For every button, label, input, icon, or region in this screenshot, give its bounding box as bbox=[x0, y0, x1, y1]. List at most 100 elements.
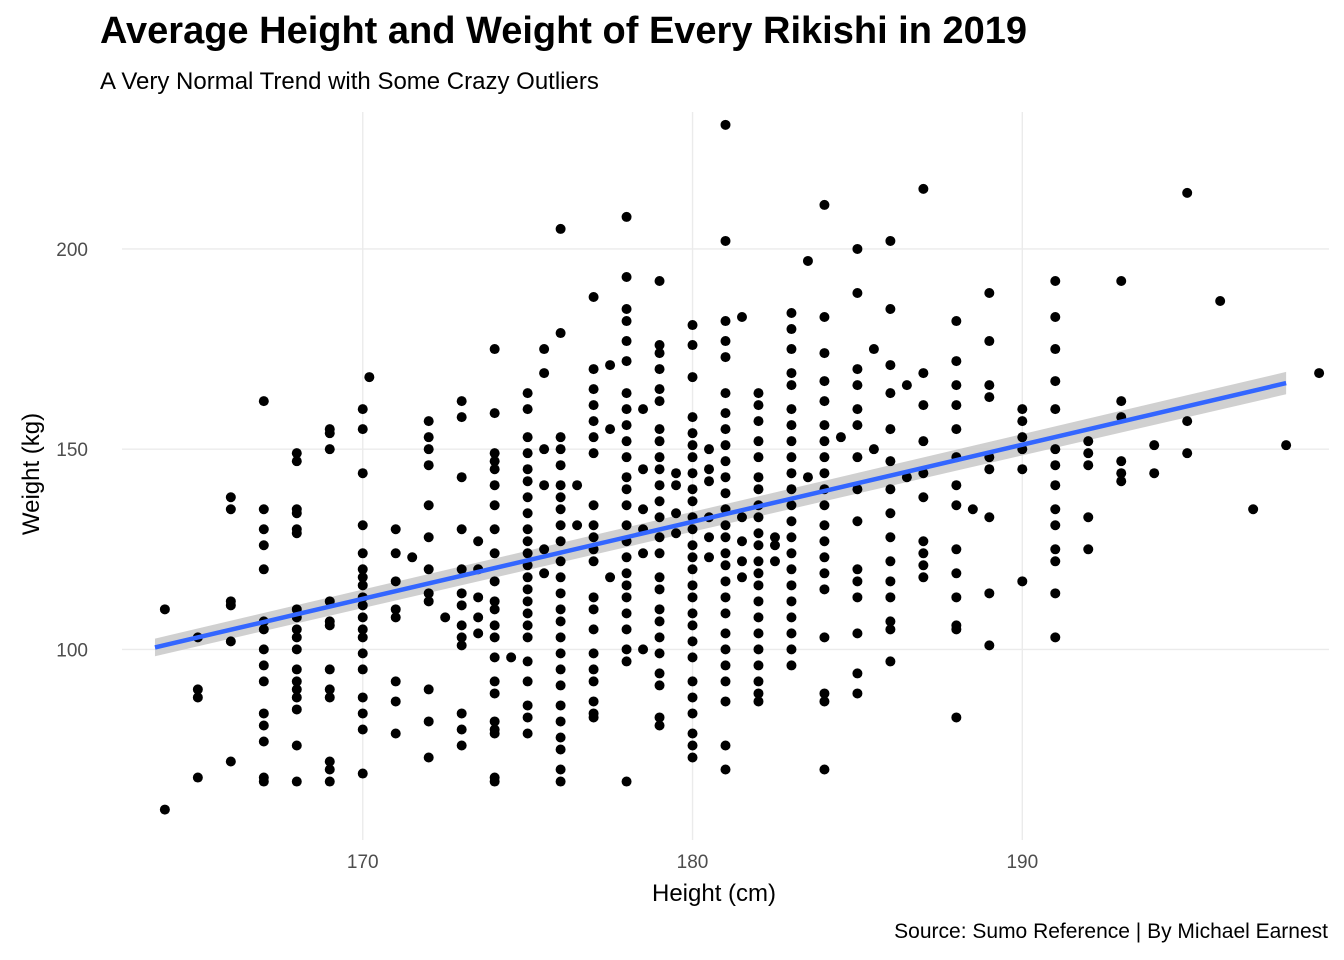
data-point bbox=[819, 536, 830, 547]
data-point bbox=[786, 404, 797, 415]
data-point bbox=[588, 664, 599, 675]
data-point bbox=[357, 708, 368, 719]
data-point bbox=[753, 696, 764, 707]
data-point bbox=[489, 604, 500, 615]
data-point bbox=[291, 776, 302, 787]
data-point bbox=[357, 692, 368, 703]
data-point bbox=[456, 708, 467, 719]
data-point bbox=[687, 428, 698, 439]
data-point bbox=[687, 592, 698, 603]
data-point bbox=[885, 532, 896, 543]
data-point bbox=[522, 536, 533, 547]
data-point bbox=[786, 500, 797, 511]
data-point bbox=[489, 448, 500, 459]
data-point bbox=[621, 336, 632, 347]
data-point bbox=[1050, 588, 1061, 599]
data-point bbox=[671, 508, 682, 519]
data-point bbox=[918, 368, 929, 379]
data-point bbox=[1050, 275, 1061, 286]
data-point bbox=[489, 676, 500, 687]
data-point bbox=[258, 524, 269, 535]
data-point bbox=[390, 612, 401, 623]
data-point bbox=[291, 684, 302, 695]
data-point bbox=[687, 752, 698, 763]
data-point bbox=[918, 548, 929, 559]
data-point bbox=[753, 628, 764, 639]
data-point bbox=[489, 688, 500, 699]
data-point bbox=[720, 408, 731, 419]
data-point bbox=[522, 700, 533, 711]
data-point bbox=[555, 700, 566, 711]
data-point bbox=[522, 548, 533, 559]
data-point bbox=[588, 520, 599, 531]
data-point bbox=[364, 372, 375, 383]
data-point bbox=[819, 632, 830, 643]
data-point bbox=[555, 572, 566, 583]
data-point bbox=[1050, 544, 1061, 555]
data-point bbox=[786, 368, 797, 379]
data-point bbox=[1083, 448, 1094, 459]
data-point bbox=[357, 600, 368, 611]
x-tick-label-190: 190 bbox=[1006, 852, 1038, 873]
data-point bbox=[555, 520, 566, 531]
data-point bbox=[522, 712, 533, 723]
data-point bbox=[621, 592, 632, 603]
data-point bbox=[258, 676, 269, 687]
data-point bbox=[885, 304, 896, 315]
data-point bbox=[704, 552, 715, 563]
data-point bbox=[555, 776, 566, 787]
data-point bbox=[852, 576, 863, 587]
data-point bbox=[671, 480, 682, 491]
data-point bbox=[555, 444, 566, 455]
data-point bbox=[687, 552, 698, 563]
trend-line-layer bbox=[154, 380, 1287, 650]
data-point bbox=[324, 444, 335, 455]
data-point bbox=[720, 472, 731, 483]
data-point bbox=[258, 396, 269, 407]
data-point bbox=[456, 724, 467, 735]
data-point bbox=[423, 588, 434, 599]
data-point bbox=[918, 436, 929, 447]
data-point bbox=[621, 271, 632, 282]
data-point bbox=[291, 456, 302, 467]
data-point bbox=[522, 572, 533, 583]
data-point bbox=[720, 520, 731, 531]
data-point bbox=[918, 536, 929, 547]
data-point bbox=[984, 287, 995, 298]
y-tick-label-150: 150 bbox=[56, 440, 88, 461]
data-point bbox=[258, 504, 269, 515]
data-point bbox=[621, 608, 632, 619]
data-point bbox=[1017, 416, 1028, 427]
data-point bbox=[522, 620, 533, 631]
data-point bbox=[753, 612, 764, 623]
data-point bbox=[687, 340, 698, 351]
data-point bbox=[819, 348, 830, 359]
data-point bbox=[736, 312, 747, 323]
data-point bbox=[819, 436, 830, 447]
data-point bbox=[852, 628, 863, 639]
data-point bbox=[621, 500, 632, 511]
data-point bbox=[654, 340, 665, 351]
data-point bbox=[225, 600, 236, 611]
data-point bbox=[588, 384, 599, 395]
data-point bbox=[423, 716, 434, 727]
data-point bbox=[720, 119, 731, 130]
data-point bbox=[687, 564, 698, 575]
data-point bbox=[390, 548, 401, 559]
data-point bbox=[687, 652, 698, 663]
data-point bbox=[753, 416, 764, 427]
data-point bbox=[423, 460, 434, 471]
data-point bbox=[720, 548, 731, 559]
data-point bbox=[819, 199, 830, 210]
data-point bbox=[786, 548, 797, 559]
data-point bbox=[555, 616, 566, 627]
data-point bbox=[324, 620, 335, 631]
data-point bbox=[324, 692, 335, 703]
data-point bbox=[423, 564, 434, 575]
data-point bbox=[489, 500, 500, 511]
data-point bbox=[687, 412, 698, 423]
data-point bbox=[885, 456, 896, 467]
data-point bbox=[868, 444, 879, 455]
data-point bbox=[852, 420, 863, 431]
data-point bbox=[885, 656, 896, 667]
